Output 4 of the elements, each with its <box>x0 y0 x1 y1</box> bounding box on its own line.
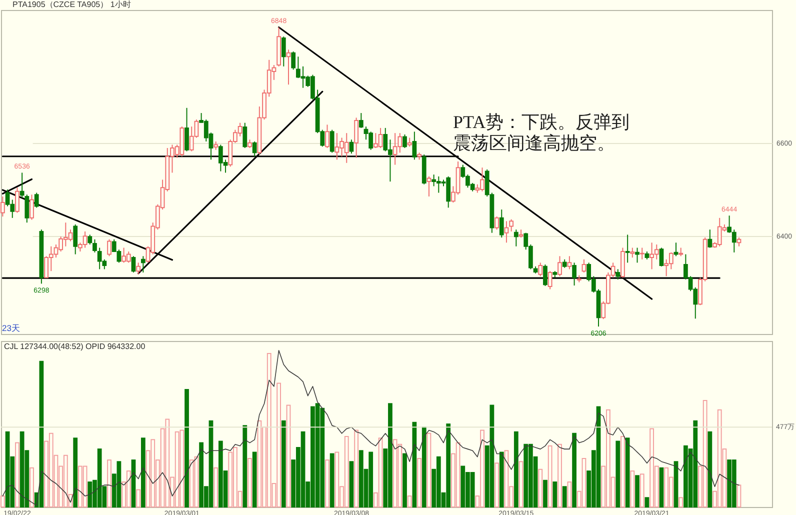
annotation: 23天 <box>2 323 20 333</box>
chart-title: PTA1905（CZCE TA905） 1小时 <box>12 0 131 9</box>
chart-title: CJL 127344.00(48:52) OPID 964332.00 <box>4 342 146 351</box>
annotation: PTA势：下跌。反弹到震荡区间逢高抛空。 <box>453 112 630 153</box>
